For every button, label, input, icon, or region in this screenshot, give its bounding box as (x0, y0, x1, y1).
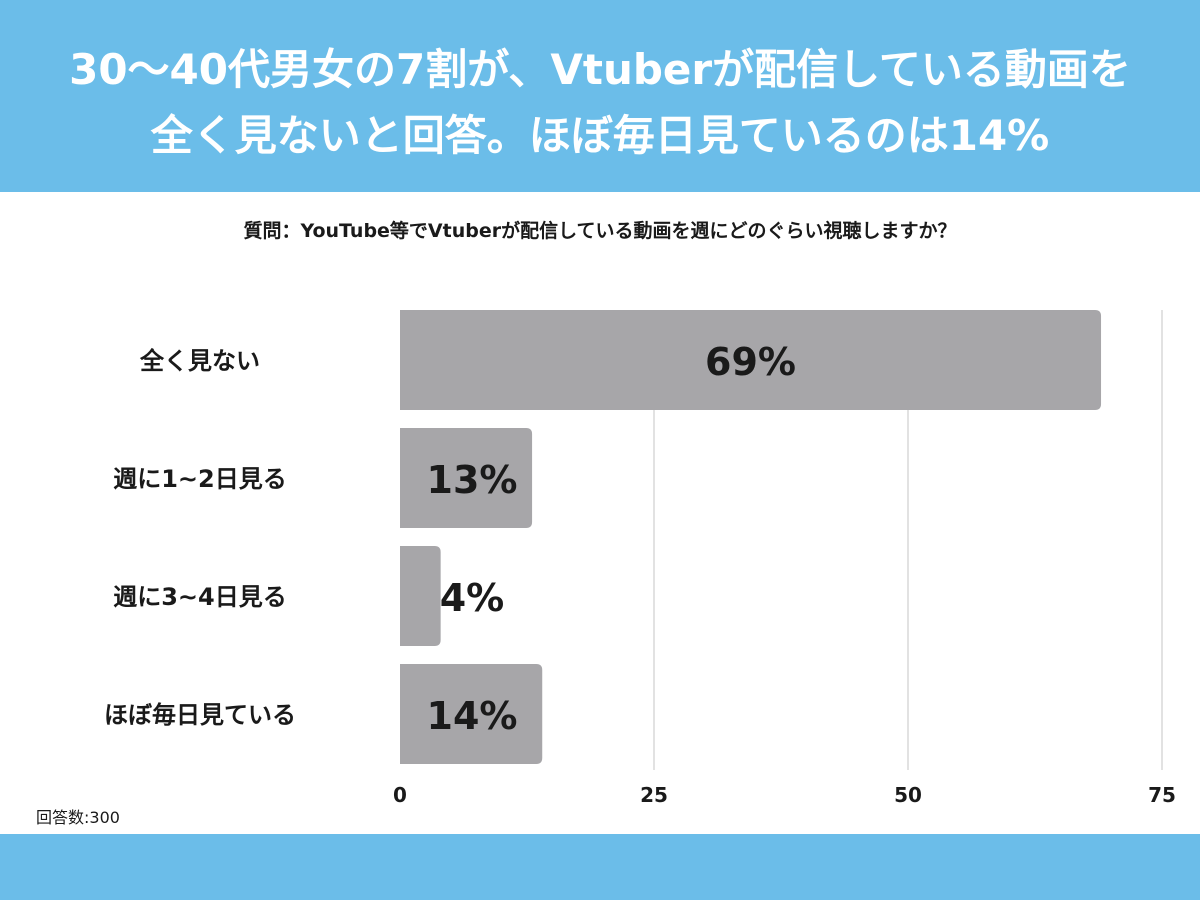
x-tick-label: 0 (393, 783, 407, 807)
x-tick-label: 25 (640, 783, 668, 807)
footer-band (0, 834, 1200, 900)
value-label: 14% (427, 694, 518, 738)
bar (400, 546, 441, 646)
value-label: 4% (440, 576, 505, 620)
bar-chart: 全く見ない 69% 週に1~2日見る 13% 週に3~4日見る 4% ほぼ毎日見ている 14%… (104, 310, 1176, 807)
category-label: 全く見ない (139, 347, 260, 375)
question-text: 質問：YouTube等でVtuberが配信している動画を週にどのぐらい視聴します… (243, 220, 957, 242)
bar (400, 664, 543, 764)
category-label: ほぼ毎日見ている (104, 701, 296, 729)
respondent-count: 回答数:300 (36, 808, 120, 827)
bar (400, 428, 533, 528)
category-label: 週に1~2日見る (113, 465, 287, 493)
title-line-2: 全く見ないと回答。ほぼ毎日見ているのは14% (150, 111, 1050, 160)
bar (400, 310, 1102, 410)
x-tick-label: 75 (1148, 783, 1176, 807)
category-label: 週に3~4日見る (113, 583, 287, 611)
title-line-1: 30～40代男女の7割が、Vtuberが配信している動画を (69, 45, 1131, 94)
value-label: 69% (705, 340, 796, 384)
header-band (0, 0, 1200, 192)
value-label: 13% (427, 458, 518, 502)
x-tick-label: 50 (894, 783, 922, 807)
